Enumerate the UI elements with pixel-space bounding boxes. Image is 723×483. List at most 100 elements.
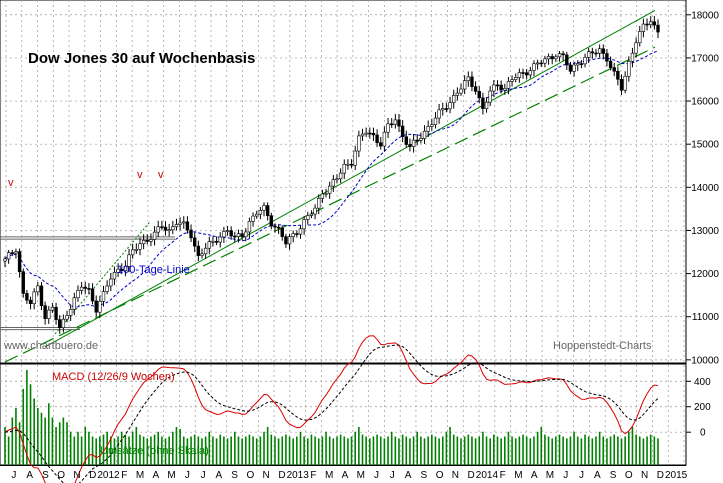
candle-body [503,87,507,91]
candle-body [535,62,540,65]
candle-body [258,209,263,215]
x-tick-label: N [452,470,459,481]
volume-bar [565,438,568,465]
x-tick-label: O [57,470,65,481]
volume-bar [332,438,335,465]
volume-bar [511,436,513,465]
volume-bar [485,436,488,465]
volume-bar [208,431,211,465]
volume-bar [460,438,462,465]
candle-body [244,231,248,238]
candle-body [65,315,69,320]
volume-bar [496,436,499,465]
volume-bar [416,431,419,465]
volume-bar [657,438,659,465]
volume-bar [266,427,269,465]
volume-bar [161,436,163,465]
volume-bar [186,438,189,465]
candle-body [25,293,29,301]
candle-body [371,132,376,136]
candle-body [524,72,529,76]
candle-body [130,249,135,256]
volume-bar [347,438,349,465]
candle-body [167,229,171,232]
candle-body [360,133,365,137]
volume-bar [15,408,17,465]
volume-bar [540,427,543,465]
candle-body [306,215,310,220]
volume-bar [478,436,481,465]
candle-body [174,224,179,228]
candle-body [152,231,157,240]
ma-line [4,50,659,308]
volume-bar [95,438,98,465]
volume-bar [204,436,207,465]
candle-body [444,108,449,110]
volume-bar [22,389,25,465]
volume-bar [55,427,57,465]
volume-bar [109,436,112,465]
candle-body [565,54,569,66]
candle-body [597,48,602,54]
candle-body [481,97,485,109]
price-panel [0,0,687,364]
volume-bar [412,436,415,465]
macd-line [4,335,659,483]
volume-bar [270,434,273,465]
grid [0,0,686,465]
volume-bar [11,417,14,465]
volume-bar [274,436,276,465]
candle-body [120,268,124,272]
candle-body [546,56,551,60]
candle-body [521,72,525,74]
volume-bar [376,434,378,465]
candle-body [101,291,106,302]
candle-body [517,72,522,78]
candle-body [488,90,492,103]
candle-body [112,272,117,280]
volume-bar [595,436,597,465]
volume-bar [84,427,87,465]
volume-bar [128,436,130,465]
volume-bar [343,436,346,465]
volume-bar [547,436,550,465]
top-markers: vv v [8,169,164,189]
volume-bar [591,438,594,465]
x-tick-label: J [579,470,584,481]
candle-body [72,297,77,310]
top-marker: v [8,177,14,189]
volume-bar [573,431,575,465]
candle-body [309,213,314,216]
volume-bar [449,427,451,465]
price-axis-ticks: 10000 11000 12000 13000 14000 15000 16000 17000… [686,10,719,366]
volume-bar [201,438,203,465]
candle-body [568,64,573,72]
volume-bar [223,436,225,465]
volume-bar [555,436,557,465]
volume-bar [106,431,108,465]
candle-body [539,62,543,65]
x-tick-label: O [625,470,633,481]
volume-bar [642,438,645,465]
volume-bar [409,438,411,465]
candle-body [612,67,616,72]
volume-bar [182,436,185,465]
candle-body [17,251,22,272]
candle-body [543,58,547,64]
candle-body [335,178,339,181]
volume-bar [452,434,455,465]
price-tick-label: 15000 [691,140,719,151]
candle-body [203,247,208,255]
volume-bar [296,436,298,465]
volume-bar [99,436,101,465]
volume-bar [248,434,251,465]
candle-body [572,64,576,72]
volume-bar [310,434,313,465]
candle-body [265,205,270,217]
volume-bar [120,431,123,465]
volume-bar [325,431,327,465]
volume-bar [463,436,466,465]
candle-body [594,52,598,55]
macd-tick-label: 0 [700,428,706,439]
lower-trend-line [4,46,656,363]
